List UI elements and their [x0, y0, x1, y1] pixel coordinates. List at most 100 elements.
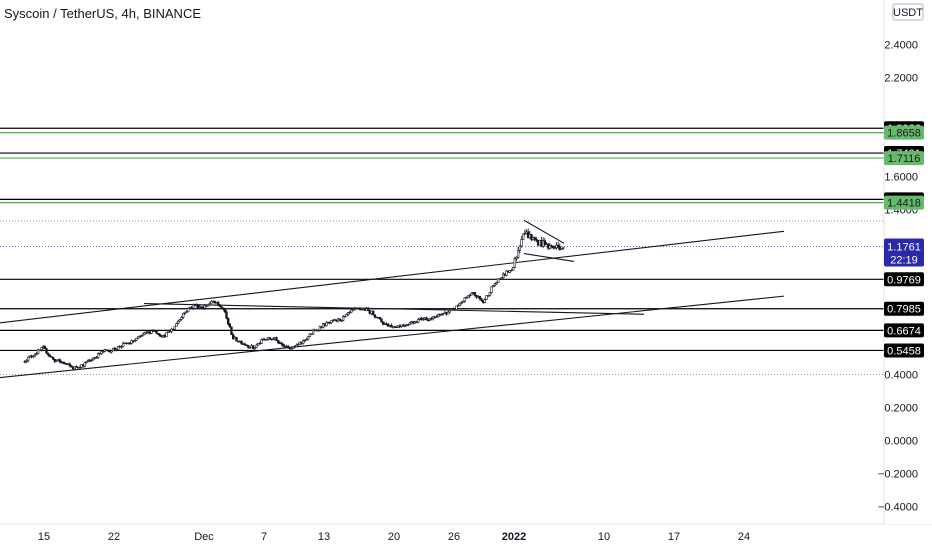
trendline [523, 253, 575, 263]
candle-up [175, 323, 178, 327]
candle-up [318, 326, 322, 331]
candle-down [70, 365, 73, 368]
candle-up [316, 329, 320, 332]
candle-down [425, 317, 428, 321]
y-tick-label: 2.2000 [884, 73, 918, 85]
candle-up [345, 314, 348, 317]
y-tick-label: 0.0000 [884, 436, 918, 448]
candle-up [330, 320, 333, 323]
candle-up [488, 292, 492, 296]
candle-up [485, 295, 488, 300]
candle-up [40, 347, 43, 351]
candle-up [303, 339, 307, 342]
level-price-text: 0.9769 [887, 274, 921, 286]
x-tick-label: 10 [598, 531, 610, 543]
candle-down [220, 306, 223, 309]
candle-up [25, 360, 28, 362]
candle-up [38, 349, 42, 351]
candle-down [473, 292, 477, 296]
candle-up [85, 361, 88, 363]
candle-up [351, 308, 355, 311]
candle-down [358, 308, 362, 310]
candle-up [83, 362, 87, 367]
candle-down [276, 340, 280, 344]
candle-down [95, 357, 98, 359]
candle-up [100, 351, 103, 355]
candle-up [501, 273, 505, 279]
x-tick-label: 22 [108, 531, 120, 543]
x-tick-label: 7 [261, 531, 267, 543]
candle-down [426, 319, 430, 322]
candle-up [461, 300, 465, 303]
candle-down [75, 365, 78, 368]
candle-up [341, 316, 345, 321]
candle-down [246, 344, 250, 348]
price-labels: 1.89261.86581.74211.71161.46141.44180.97… [884, 121, 924, 358]
x-tick-label: 2022 [502, 531, 526, 543]
candle-down [218, 304, 222, 307]
candle-up [560, 248, 563, 250]
candle-down [275, 337, 278, 341]
candle-up [493, 283, 497, 286]
candle-down [231, 334, 235, 340]
candle-down [213, 300, 217, 304]
candle-up [496, 278, 500, 283]
candle-down [58, 359, 62, 363]
currency-badge[interactable] [892, 3, 924, 21]
level-price-tag [884, 301, 924, 316]
candle-down [381, 321, 385, 325]
candle-up [520, 239, 523, 247]
candle-down [48, 354, 52, 357]
chart-title: Syscoin / TetherUS, 4h, BINANCE [4, 6, 202, 21]
candle-up [470, 292, 473, 296]
candle-up [140, 335, 143, 337]
grid-layer [0, 220, 884, 375]
candle-down [373, 314, 377, 318]
candle-down [478, 296, 482, 300]
candle-up [325, 322, 328, 327]
candle-down [268, 337, 272, 340]
level-price-tag [884, 195, 924, 210]
candle-up [115, 349, 118, 351]
candle-down [480, 298, 483, 301]
candle-down [61, 361, 65, 364]
candle-down [551, 245, 555, 249]
candle-up [343, 315, 347, 318]
candle-up [296, 343, 300, 346]
candle-up [185, 311, 188, 313]
candle-up [116, 346, 120, 350]
candle-down [155, 330, 158, 334]
candle-up [510, 269, 513, 272]
candle-up [120, 346, 123, 348]
candle-up [450, 308, 453, 311]
candle-down [223, 308, 227, 313]
candle-up [513, 258, 517, 268]
level-price-text: 1.8658 [887, 128, 921, 140]
candle-down [235, 336, 238, 342]
candle-up [436, 314, 440, 317]
candle-up [500, 277, 503, 280]
candle-down [286, 345, 290, 349]
candle-down [243, 343, 247, 346]
candle-up [346, 312, 350, 315]
candle-up [435, 316, 438, 318]
candle-down [221, 307, 225, 310]
candle-down [371, 310, 375, 315]
candle-up [150, 330, 153, 334]
candle-down [535, 238, 538, 241]
horizontal-levels [0, 127, 884, 352]
candle-down [390, 324, 393, 328]
candle-up [145, 332, 148, 334]
y-tick-label: −0.2000 [878, 469, 918, 481]
candle-up [55, 360, 58, 362]
candle-up [255, 344, 258, 348]
candle-up [290, 347, 293, 350]
candle-up [505, 270, 508, 276]
candle-down [68, 363, 72, 367]
x-tick-label: 13 [318, 531, 330, 543]
candle-down [46, 353, 50, 356]
candle-up [35, 353, 38, 355]
